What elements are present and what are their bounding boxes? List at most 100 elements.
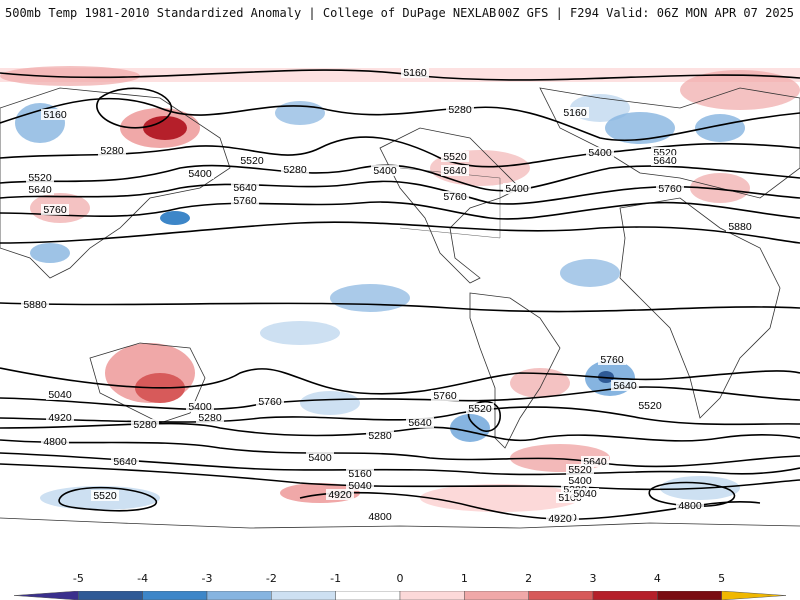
contour-label: 5640 bbox=[611, 380, 639, 392]
contour-label-text: 5640 bbox=[653, 155, 677, 167]
colorbar-tick-label: -5 bbox=[72, 572, 84, 585]
contour-label: 5640 bbox=[111, 456, 139, 468]
contour-label-text: 5880 bbox=[728, 221, 752, 233]
contour-label-text: 5760 bbox=[43, 204, 67, 216]
contour-label: 5400 bbox=[306, 452, 334, 464]
contour-label: 5640 bbox=[26, 184, 54, 196]
contour-label-text: 5760 bbox=[658, 183, 682, 195]
colorbar-tick-label: 0 bbox=[396, 572, 404, 585]
contour-label-text: 5640 bbox=[443, 165, 467, 177]
anomaly-colorbar: -5 -4 -3 -2 -1 0 1 2 3 4 5 bbox=[0, 572, 800, 600]
contour-label-text: 5040 bbox=[348, 480, 372, 492]
contour-label-text: 5640 bbox=[408, 417, 432, 429]
contour-label-text: 4800 bbox=[368, 511, 392, 523]
contour-label: 5760 bbox=[431, 390, 459, 402]
contour-label-text: 5160 bbox=[43, 109, 67, 121]
contour-label: 5400 bbox=[186, 401, 214, 413]
contour-label-text: 5160 bbox=[348, 468, 372, 480]
contour-label-text: 5640 bbox=[28, 184, 52, 196]
colorbar-swatch bbox=[528, 591, 594, 600]
contour-label-text: 5400 bbox=[505, 183, 529, 195]
contour-label: 5760 bbox=[256, 396, 284, 408]
contour-label: 5160 bbox=[401, 67, 429, 79]
contour-label-text: 5760 bbox=[233, 195, 257, 207]
contour-label-text: 5160 bbox=[563, 107, 587, 119]
contour-label-text: 5280 bbox=[283, 164, 307, 176]
contour-label: 5160 bbox=[41, 109, 69, 121]
contour-label: 5520 bbox=[636, 400, 664, 412]
colorbar-tick-label: -2 bbox=[265, 572, 277, 585]
contour-label-text: 5640 bbox=[233, 182, 257, 194]
contour-label: 5160 bbox=[346, 468, 374, 480]
contour-label: 5760 bbox=[441, 191, 469, 203]
contour-label-text: 5280 bbox=[133, 419, 157, 431]
colorbar-swatch bbox=[399, 591, 465, 600]
colorbar-swatch bbox=[78, 591, 143, 600]
contour-label: 5880 bbox=[21, 299, 49, 311]
colorbar-swatch bbox=[721, 591, 786, 600]
colorbar-swatch bbox=[142, 591, 208, 600]
contour-label-text: 4920 bbox=[48, 412, 72, 424]
contour-label: 5040 bbox=[46, 389, 74, 401]
contour-label-text: 5520 bbox=[240, 155, 264, 167]
colorbar-swatch bbox=[335, 591, 401, 600]
colorbar-tick-label: -1 bbox=[330, 572, 342, 585]
contour-label: 5280 bbox=[98, 145, 126, 157]
contour-label-text: 5400 bbox=[188, 168, 212, 180]
contour-label: 5880 bbox=[726, 221, 754, 233]
colorbar-tick-label: -4 bbox=[137, 572, 149, 585]
colorbar-swatch bbox=[271, 591, 336, 600]
contour-label-text: 5520 bbox=[468, 403, 492, 415]
height-contours bbox=[0, 69, 800, 520]
contour-label: 5040 bbox=[346, 480, 374, 492]
colorbar-swatches bbox=[14, 591, 786, 600]
contour-label: 5760 bbox=[656, 183, 684, 195]
contour-label: 5760 bbox=[41, 204, 69, 216]
colorbar-tick-label: 4 bbox=[653, 572, 661, 585]
contour-label-text: 5640 bbox=[113, 456, 137, 468]
anomaly-map: 5160 5160 5280 5160 5280 5280 5400 5520 5640 5760… bbox=[0, 28, 800, 586]
contour-label: 5520 bbox=[26, 172, 54, 184]
contour-label: 5760 bbox=[598, 354, 626, 366]
contour-label: 5400 bbox=[371, 165, 399, 177]
contour-label-text: 5760 bbox=[258, 396, 282, 408]
colorbar-swatch bbox=[206, 591, 272, 600]
contour-label-text: 5040 bbox=[48, 389, 72, 401]
contour-label: 5400 bbox=[586, 147, 614, 159]
contour-label: 5640 bbox=[406, 417, 434, 429]
contour-label: 4800 bbox=[676, 500, 704, 512]
contour-label-text: 5640 bbox=[613, 380, 637, 392]
contour-label: 4920 bbox=[46, 412, 74, 424]
contour-label: 4920 bbox=[546, 513, 574, 525]
contour-label: 4800 bbox=[41, 436, 69, 448]
colorbar-swatch bbox=[14, 591, 79, 600]
contour-label: 5280 bbox=[131, 419, 159, 431]
header-bar: 500mb Temp 1981-2010 Standardized Anomal… bbox=[0, 0, 800, 28]
map-title: 500mb Temp 1981-2010 Standardized Anomal… bbox=[5, 6, 497, 20]
contour-label-text: 5520 bbox=[568, 464, 592, 476]
run-info: 00Z GFS | F294 Valid: 06Z MON APR 07 202… bbox=[497, 6, 794, 20]
contour-label-text: 5400 bbox=[188, 401, 212, 413]
contour-label: 5520 bbox=[566, 464, 594, 476]
contour-label: 5520 bbox=[238, 155, 266, 167]
contour-label: 5520 bbox=[91, 490, 119, 502]
colorbar-tick-label: -3 bbox=[201, 572, 213, 585]
contour-label-text: 5520 bbox=[443, 151, 467, 163]
contour-label-text: 4920 bbox=[548, 513, 572, 525]
contour-label-text: 4920 bbox=[328, 489, 352, 501]
contour-label-text: 5280 bbox=[198, 412, 222, 424]
colorbar-tick-label: 2 bbox=[525, 572, 533, 585]
contour-label: 5760 bbox=[231, 195, 259, 207]
colorbar-tick-label: 1 bbox=[460, 572, 468, 585]
contour-label: 5400 bbox=[503, 183, 531, 195]
contour-label: 5520 bbox=[441, 151, 469, 163]
colorbar-swatch bbox=[592, 591, 658, 600]
contour-label: 5280 bbox=[446, 104, 474, 116]
contour-label-text: 5040 bbox=[573, 488, 597, 500]
contour-label-text: 4800 bbox=[678, 500, 702, 512]
contour-label: 5640 bbox=[651, 155, 679, 167]
colorbar-swatch bbox=[464, 591, 529, 600]
contour-label-text: 5400 bbox=[373, 165, 397, 177]
